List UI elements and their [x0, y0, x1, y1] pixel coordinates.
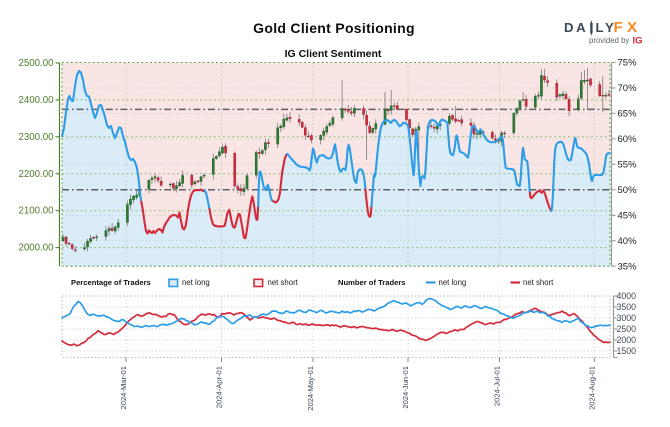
- svg-text:45%: 45%: [618, 211, 638, 222]
- svg-text:2024-Jul-01: 2024-Jul-01: [493, 366, 502, 406]
- svg-text:2300.00: 2300.00: [18, 132, 54, 143]
- svg-text:2500: 2500: [617, 324, 637, 334]
- svg-text:1500: 1500: [617, 346, 637, 356]
- svg-text:2024-May-01: 2024-May-01: [306, 366, 315, 411]
- svg-text:DA: DA: [564, 20, 588, 35]
- svg-text:2500.00: 2500.00: [18, 58, 54, 69]
- svg-text:LY: LY: [596, 20, 617, 35]
- svg-text:2100.00: 2100.00: [18, 206, 54, 217]
- svg-text:net long: net long: [182, 278, 210, 287]
- svg-text:net short: net short: [268, 278, 299, 287]
- svg-text:60%: 60%: [618, 134, 638, 145]
- svg-text:2200.00: 2200.00: [18, 169, 54, 180]
- svg-text:2024-Mar-01: 2024-Mar-01: [119, 366, 128, 409]
- svg-text:IG: IG: [633, 36, 643, 47]
- svg-text:2000.00: 2000.00: [18, 243, 54, 254]
- svg-text:provided by: provided by: [589, 36, 629, 45]
- svg-text:2024-Aug-01: 2024-Aug-01: [587, 366, 596, 410]
- svg-text:IG Client Sentiment: IG Client Sentiment: [285, 48, 382, 60]
- svg-text:3000: 3000: [617, 313, 637, 323]
- svg-text:3500: 3500: [617, 302, 637, 312]
- svg-text:2400.00: 2400.00: [18, 95, 54, 106]
- svg-text:75%: 75%: [618, 58, 638, 69]
- svg-text:FX: FX: [614, 19, 642, 36]
- svg-text:net short: net short: [523, 278, 554, 287]
- svg-text:40%: 40%: [618, 236, 638, 247]
- svg-text:Percentage of Traders: Percentage of Traders: [71, 278, 151, 287]
- svg-text:65%: 65%: [618, 109, 638, 120]
- svg-text:50%: 50%: [618, 185, 638, 196]
- svg-text:Number of Traders: Number of Traders: [338, 278, 406, 287]
- svg-text:2000: 2000: [617, 335, 637, 345]
- svg-text:35%: 35%: [618, 261, 638, 272]
- svg-text:70%: 70%: [618, 83, 638, 94]
- svg-text:Gold Client Positioning: Gold Client Positioning: [253, 20, 415, 36]
- svg-text:2024-Jun-01: 2024-Jun-01: [401, 366, 410, 409]
- svg-text:4000: 4000: [617, 291, 637, 301]
- svg-text:net long: net long: [439, 278, 467, 287]
- svg-text:2024-Apr-01: 2024-Apr-01: [215, 366, 224, 408]
- svg-text:55%: 55%: [618, 160, 638, 171]
